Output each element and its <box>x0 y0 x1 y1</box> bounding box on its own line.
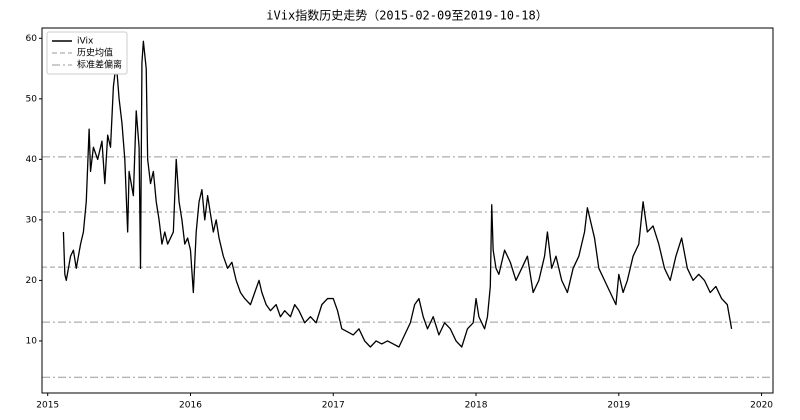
x-tick-label: 2015 <box>36 401 59 411</box>
x-tick-label: 2018 <box>465 401 488 411</box>
x-tick-label: 2020 <box>750 401 773 411</box>
legend-label: 标准差偏离 <box>77 59 122 71</box>
x-tick-label: 2016 <box>179 401 202 411</box>
y-tick-label: 20 <box>26 276 38 286</box>
y-tick-label: 60 <box>26 34 38 44</box>
chart-title: iVix指数历史走势（2015-02-09至2019-10-18） <box>266 8 547 23</box>
legend-box <box>46 31 128 75</box>
data-line <box>62 40 733 348</box>
legend-label: iVix <box>77 37 94 47</box>
legend-label: 历史均值 <box>77 47 113 59</box>
x-tick-label: 2017 <box>322 401 345 411</box>
y-tick-label: 10 <box>26 336 38 346</box>
x-tick-label: 2019 <box>607 401 630 411</box>
y-tick-label: 30 <box>26 215 38 225</box>
y-tick-label: 50 <box>26 94 38 104</box>
y-tick-label: 40 <box>26 155 38 165</box>
plot-frame <box>41 27 774 394</box>
